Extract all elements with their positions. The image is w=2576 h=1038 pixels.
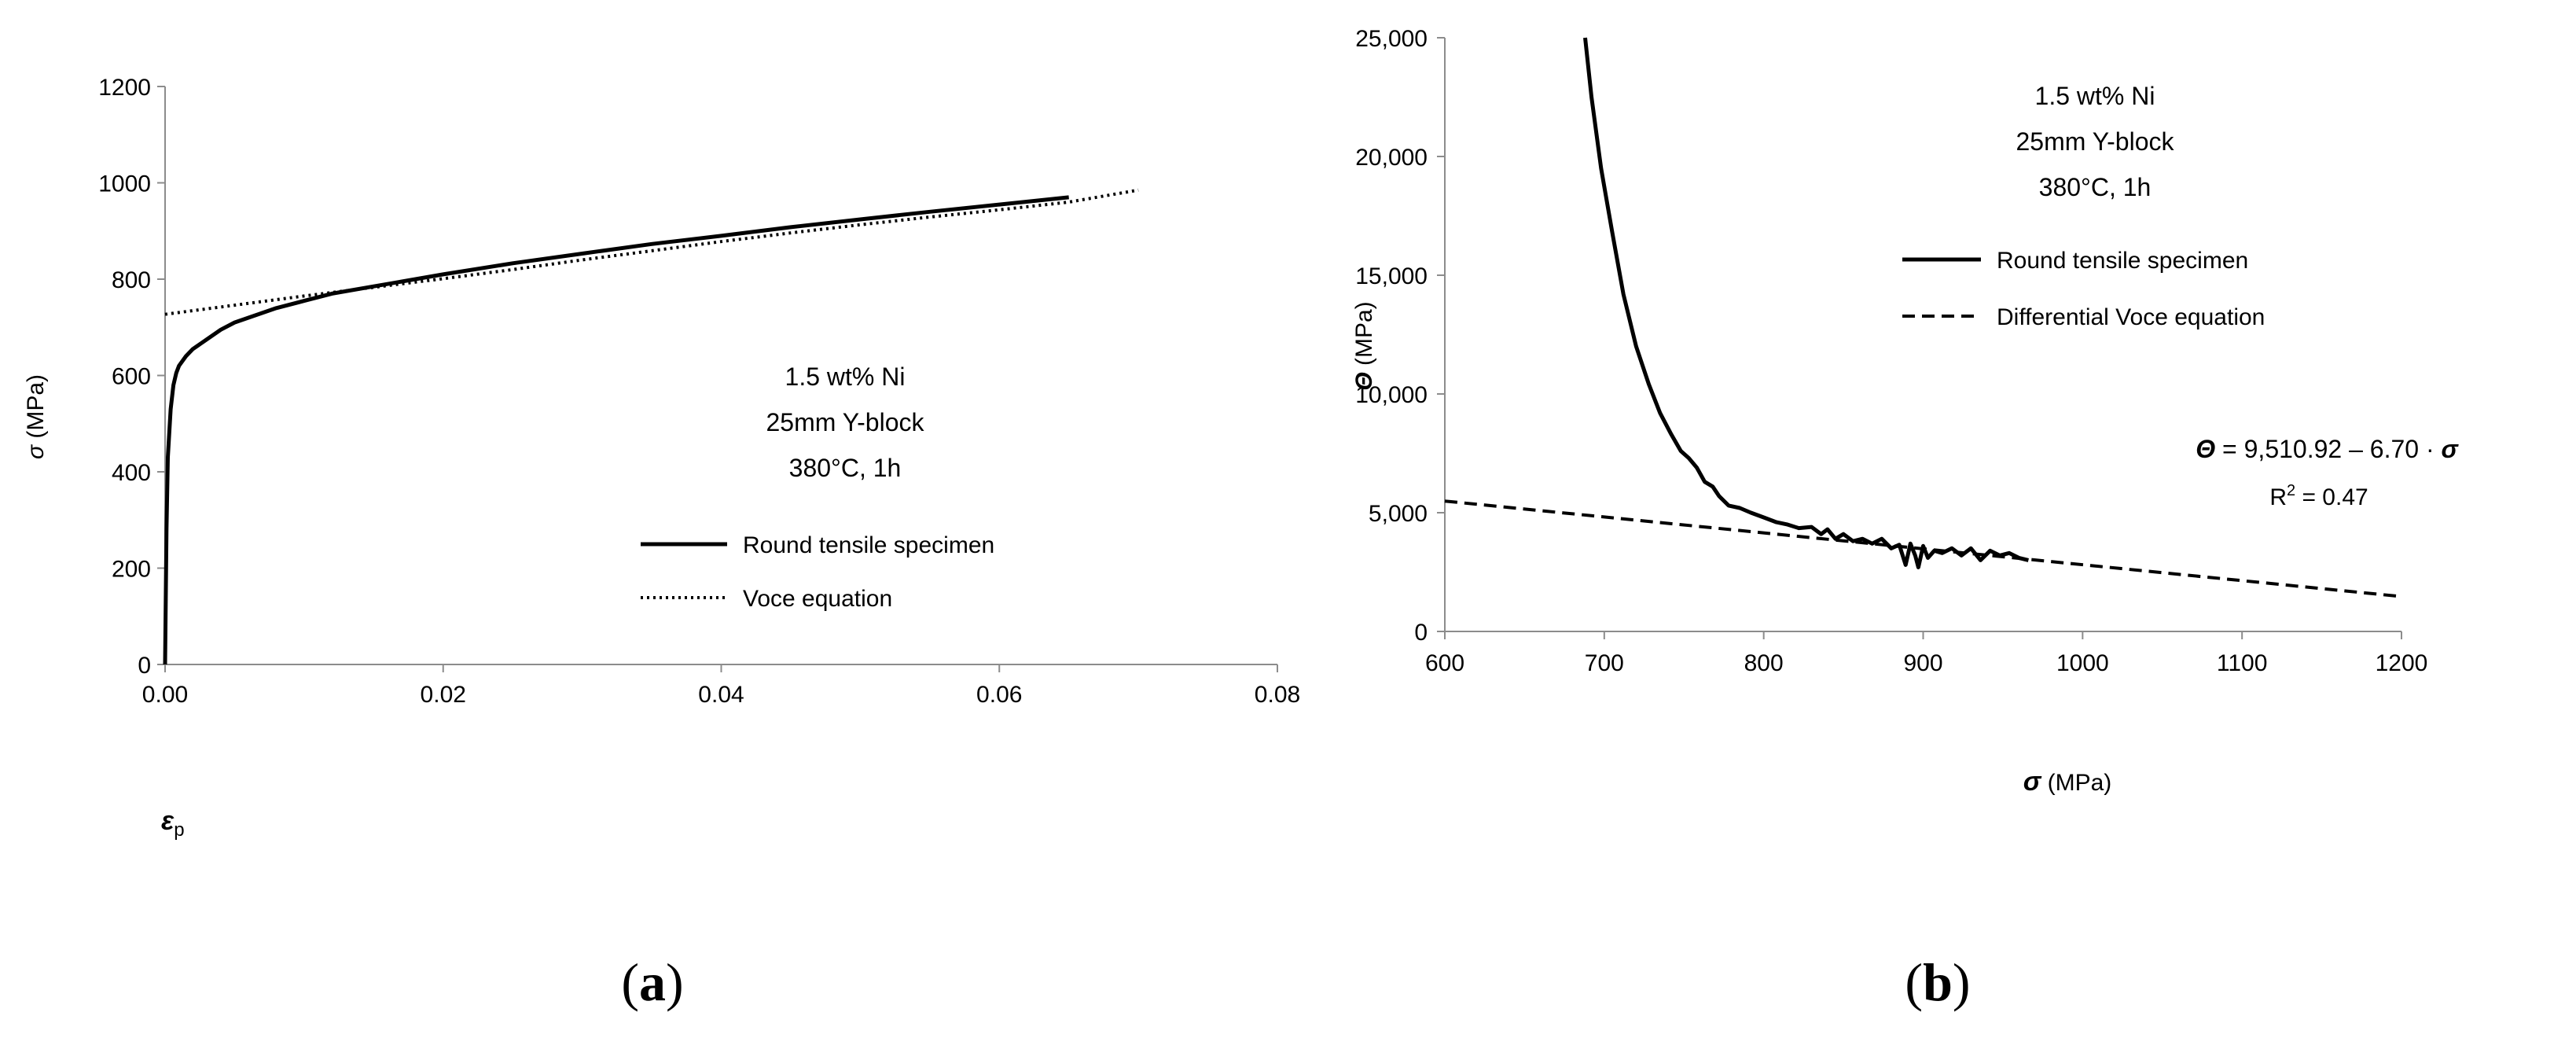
- panel-b-axes: 600 700 800 900 1000 1100 1200 0 5,000 10,000 15,0…: [1355, 26, 2427, 676]
- panel-a-annotation-line: 25mm Y-block: [766, 408, 925, 436]
- panel-a-label: (a): [621, 952, 683, 1012]
- panel-a-axes: 0.00 0.02 0.04 0.06 0.08 0 200 400 600 800 1000 120…: [98, 75, 1300, 708]
- panel-b-annotation: 1.5 wt% Ni 25mm Y-block 380°C, 1h: [2016, 82, 2175, 201]
- panel-a-x-tick-label: 0.02: [421, 682, 466, 708]
- chart-panel-a: 0.00 0.02 0.04 0.06 0.08 0 200 400 600 800 1000 120…: [0, 0, 1300, 1012]
- panel-a-legend-label: Voce equation: [743, 586, 892, 612]
- panel-b-r2-value: = 0.47: [2295, 484, 2368, 510]
- panel-b-y-tick-label: 10,000: [1355, 382, 1428, 408]
- panel-a-xlabel-symbol: ε: [161, 806, 175, 836]
- panel-b-x-tick-label: 900: [1903, 650, 1942, 676]
- panel-b-ylabel: Θ (MPa): [1351, 301, 1377, 390]
- panel-a-series-line-1: [163, 195, 1069, 665]
- panel-b-y-tick-label: 20,000: [1355, 145, 1428, 171]
- panel-b-equation-symbol: Θ: [2196, 435, 2215, 463]
- panel-a-y-tick-label: 800: [112, 267, 151, 293]
- panel-a-series: [163, 188, 1139, 665]
- panel-b-x-tick-label: 700: [1585, 650, 1624, 676]
- panel-b-xlabel: σ (MPa): [2023, 767, 2112, 797]
- panel-a-legend-label: Round tensile specimen: [743, 532, 994, 558]
- panel-a-y-tick-label: 1200: [98, 75, 151, 101]
- panel-b-equation-text: = 9,510.92 – 6.70 ·: [2215, 435, 2441, 463]
- panel-b-r2: R2 = 0.47: [2269, 482, 2368, 510]
- panel-b-y-tick-label: 5,000: [1369, 501, 1428, 527]
- panel-b-series-line-2: [1444, 499, 2402, 598]
- panel-a-legend: Round tensile specimen Voce equation: [641, 532, 994, 612]
- panel-a-annotation-line: 1.5 wt% Ni: [785, 363, 906, 391]
- panel-a-x-tick-label: 0.04: [698, 682, 744, 708]
- panel-a-background: [0, 0, 1258, 849]
- panel-b-x-tick-label: 1100: [2217, 650, 2268, 676]
- panel-a-y-tick-label: 600: [112, 364, 151, 390]
- panel-b-r2-text: R: [2269, 484, 2287, 510]
- panel-a-x-tick-label: 0.00: [142, 682, 188, 708]
- panel-a-annotation: 1.5 wt% Ni 25mm Y-block 380°C, 1h: [766, 363, 925, 482]
- chart-panel-b: 600 700 800 900 1000 1100 1200 0 5,000 10,000 15,0…: [1351, 26, 2459, 1012]
- panel-b-label-letter: b: [1923, 952, 1953, 1012]
- panel-b-y-tick-label: 0: [1414, 620, 1428, 646]
- panel-a-label-close: ): [666, 952, 684, 1012]
- panel-a-ylabel-symbol: σ: [23, 444, 49, 459]
- panel-b-series-line-1: [1583, 37, 2029, 569]
- panel-b-annotation-line: 380°C, 1h: [2039, 173, 2152, 201]
- panel-b-legend-label: Round tensile specimen: [1997, 248, 2248, 274]
- panel-b-series: [1444, 37, 2402, 598]
- panel-b-y-tick-label: 25,000: [1355, 26, 1428, 52]
- panel-a-y-tick-label: 0: [138, 653, 151, 679]
- panel-a-xlabel: εp: [161, 806, 185, 841]
- panel-a-ylabel: σ (MPa): [23, 374, 49, 459]
- panel-b-x-tick-label: 800: [1744, 650, 1784, 676]
- panel-b-label-open: (: [1905, 952, 1923, 1012]
- panel-b-x-tick-label: 1200: [2376, 650, 2428, 676]
- panel-b-ylabel-unit: (MPa): [1351, 301, 1377, 372]
- panel-a-y-tick-label: 400: [112, 460, 151, 486]
- panel-b-equation-var: σ: [2441, 435, 2459, 463]
- panel-b-legend: Round tensile specimen Differential Voce …: [1902, 248, 2265, 330]
- panel-b-equation: Θ = 9,510.92 – 6.70 · σ: [2196, 435, 2459, 463]
- panel-a-x-tick-label: 0.06: [976, 682, 1022, 708]
- panel-a-y-tick-label: 1000: [98, 171, 151, 197]
- panel-b-annotation-line: 1.5 wt% Ni: [2035, 82, 2155, 110]
- panel-a-y-tick-label: 200: [112, 557, 151, 583]
- panel-a-label-open: (: [621, 952, 639, 1012]
- panel-a-series-line-2: [164, 188, 1139, 316]
- panel-b-r2-sup: 2: [2287, 482, 2295, 499]
- panel-b-x-tick-label: 1000: [2056, 650, 2109, 676]
- panel-b-annotation-line: 25mm Y-block: [2016, 127, 2175, 156]
- panel-a-xlabel-sub: p: [174, 819, 184, 841]
- panel-a-annotation-line: 380°C, 1h: [789, 454, 902, 482]
- panel-b-xlabel-symbol: σ: [2023, 767, 2042, 797]
- panel-b-x-tick-label: 600: [1425, 650, 1464, 676]
- panel-b-legend-label: Differential Voce equation: [1997, 304, 2265, 330]
- panel-b-label-close: ): [1953, 952, 1971, 1012]
- panel-b-label: (b): [1905, 952, 1970, 1012]
- panel-b-y-tick-label: 15,000: [1355, 263, 1428, 289]
- panel-b-ylabel-symbol: Θ: [1351, 372, 1377, 390]
- panel-b-xlabel-unit: (MPa): [2041, 770, 2111, 796]
- panel-a-label-letter: a: [639, 952, 666, 1012]
- panel-a-x-tick-label: 0.08: [1255, 682, 1300, 708]
- panel-a-ylabel-unit: (MPa): [23, 374, 49, 445]
